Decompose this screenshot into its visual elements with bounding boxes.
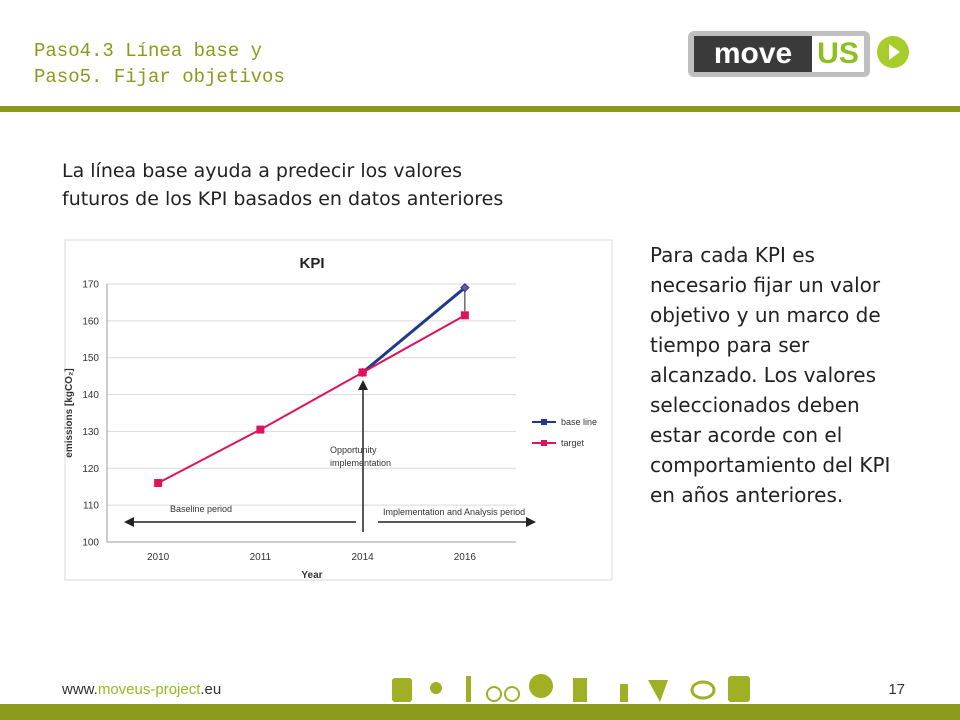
icon-pin — [430, 682, 442, 694]
side-line: estar acorde con el — [650, 423, 842, 447]
arrow-head — [526, 517, 536, 527]
page-number: 17 — [888, 681, 905, 698]
url-suffix: .eu — [200, 681, 221, 698]
x-tick-label: 2011 — [250, 552, 272, 563]
side-line: necesario fijar un valor — [650, 273, 881, 297]
bottom-bar — [0, 704, 960, 720]
side-line: alcanzado. Los valores — [650, 363, 876, 387]
y-tick-label: 100 — [82, 538, 99, 549]
icon-bus — [392, 678, 412, 702]
icon-train — [728, 676, 750, 702]
legend-marker — [541, 419, 547, 425]
url-prefix: www. — [61, 681, 98, 698]
logo: move US — [688, 31, 909, 77]
footer-icons — [392, 674, 750, 702]
icon-sign — [648, 680, 668, 702]
y-tick-label: 130 — [82, 427, 99, 438]
icon-person — [466, 676, 471, 702]
logo-light — [812, 36, 864, 72]
chart-title: KPI — [299, 255, 324, 272]
arrow-head — [124, 517, 134, 527]
side-line: Para cada KPI es — [650, 243, 815, 267]
top-bar — [0, 106, 960, 112]
side-text: Para cada KPI es necesario fijar un valor… — [650, 243, 890, 507]
x-axis-label: Year — [301, 570, 322, 581]
legend-label: base line — [561, 417, 597, 427]
intro-line-1: La línea base ayuda a predecir los valor… — [62, 160, 462, 182]
icon-bike-1 — [486, 686, 502, 702]
icon-bike-2 — [504, 686, 520, 702]
logo-arrow — [889, 44, 900, 60]
icon-antenna — [573, 678, 587, 702]
annotation: Implementation and Analysis period — [383, 507, 525, 517]
y-tick-label: 170 — [82, 280, 99, 291]
y-axis-label: emissions [kgCO₂] — [64, 368, 75, 457]
series-line — [361, 286, 466, 374]
y-tick-label: 160 — [82, 316, 99, 327]
logo-right: US — [817, 37, 859, 70]
y-tick-label: 120 — [82, 464, 99, 475]
x-tick-label: 2016 — [454, 552, 477, 563]
x-tick-label: 2014 — [352, 552, 375, 563]
y-tick-label: 110 — [83, 501, 99, 512]
logo-dark — [694, 36, 812, 72]
side-line: seleccionados deben — [650, 393, 860, 417]
chart-frame — [64, 239, 613, 581]
side-line: comportamiento del KPI — [650, 453, 890, 477]
point — [460, 311, 469, 320]
x-tick-label: 2010 — [147, 552, 170, 563]
point — [154, 479, 163, 488]
legend-marker — [541, 440, 547, 446]
header-title-1: Paso4.3 Línea base y — [34, 40, 262, 62]
header-title-2: Paso5. Fijar objetivos — [34, 66, 285, 88]
chart: KPI Year emissions [kgCO₂] 100 110 120 130 140 1… — [64, 255, 597, 581]
series-line — [157, 314, 466, 484]
y-tick-label: 140 — [82, 390, 99, 401]
arrow-head — [358, 380, 368, 390]
url-main: moveus-project — [98, 681, 201, 698]
side-line: objetivo y un marco de — [650, 303, 881, 327]
point — [358, 368, 367, 377]
annotation: implementation — [330, 458, 391, 468]
side-line: tiempo para ser — [650, 333, 810, 357]
icon-scooter — [620, 684, 628, 702]
icon-tree — [529, 674, 553, 698]
intro-line-2: futuros de los KPI basados en datos ante… — [62, 188, 503, 210]
icon-bubble — [690, 680, 716, 700]
annotation: Opportunity — [330, 445, 377, 455]
y-tick-label: 150 — [82, 353, 99, 364]
legend-label: target — [561, 438, 585, 448]
point — [256, 425, 265, 434]
side-line: en años anteriores. — [650, 483, 843, 507]
footer-url: www.moveus-project.eu — [61, 681, 221, 698]
annotation: Baseline period — [170, 504, 232, 514]
logo-left: move — [714, 37, 792, 70]
